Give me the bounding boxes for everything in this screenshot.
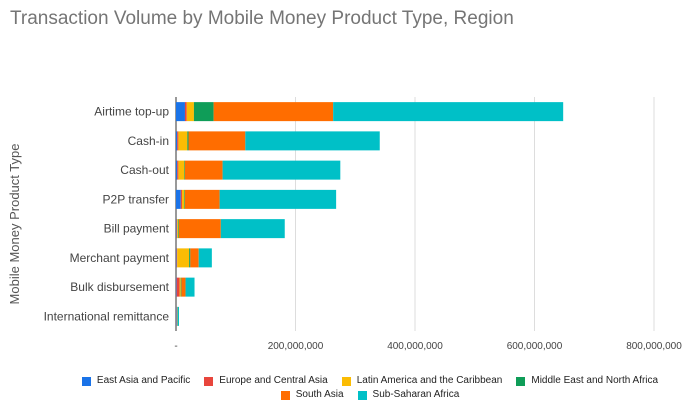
bar-segment (222, 160, 341, 180)
bar-segment (184, 102, 187, 122)
bar-segment (190, 248, 199, 268)
bar-segment (180, 277, 182, 297)
legend-item: Middle East and North Africa (516, 374, 658, 388)
bar-segment (176, 248, 177, 268)
legend-item: Sub-Saharan Africa (357, 388, 460, 402)
bar-segment (219, 189, 337, 209)
legend-swatch (516, 376, 526, 386)
bar-segment (176, 306, 177, 326)
bar-segment (178, 160, 185, 180)
bar-segment (178, 131, 188, 151)
bar-segment (178, 219, 221, 239)
legend-swatch (357, 390, 367, 400)
bar-segment (213, 102, 334, 122)
bar-segment (220, 219, 285, 239)
y-axis-label: Mobile Money Product Type (7, 144, 22, 305)
bar-segment (176, 102, 185, 122)
x-tick-label: 600,000,000 (507, 341, 563, 352)
category-labels: Airtime top-up Cash-in Cash-out P2P transfe… (44, 105, 170, 324)
legend: East Asia and Pacific Europe and Central … (80, 374, 660, 402)
bar-segment (184, 160, 223, 180)
bar-segment (177, 219, 179, 239)
x-tick-label: 200,000,000 (268, 341, 324, 352)
category-label: International remittance (44, 309, 170, 323)
legend-label: Latin America and the Caribbean (356, 375, 503, 386)
bar-segment (176, 219, 178, 239)
bar-segment (177, 248, 190, 268)
bar-segment (187, 131, 189, 151)
bar-segment (198, 248, 212, 268)
category-label: Bill payment (104, 222, 170, 236)
bar-segment (180, 189, 182, 209)
bar-segment (176, 131, 178, 151)
legend-item: Latin America and the Caribbean (341, 374, 503, 388)
chart-title: Transaction Volume by Mobile Money Produ… (10, 8, 514, 29)
bar-segment (176, 219, 177, 239)
category-label: P2P transfer (103, 192, 169, 206)
category-label: Cash-in (128, 134, 169, 148)
bars (176, 102, 564, 326)
legend-label: South Asia (295, 389, 344, 400)
legend-swatch (280, 390, 290, 400)
category-label: Merchant payment (70, 251, 170, 265)
bar-segment (193, 102, 214, 122)
legend-label: Sub-Saharan Africa (372, 389, 460, 400)
x-tick-labels: - 200,000,000 400,000,000 600,000,000 800,00… (174, 341, 682, 352)
legend-item: South Asia (280, 388, 344, 402)
legend-label: Middle East and North Africa (531, 375, 659, 386)
bar-segment (176, 277, 180, 297)
bar-segment (333, 102, 564, 122)
x-tick-label: 400,000,000 (387, 341, 443, 352)
bar-segment (178, 219, 179, 239)
bar-segment (184, 189, 185, 209)
bar-segment (184, 189, 220, 209)
legend-swatch (81, 376, 91, 386)
bar-segment (179, 277, 181, 297)
category-label: Bulk disbursement (70, 280, 169, 294)
category-label: Cash-out (120, 163, 169, 177)
bar-segment (177, 160, 179, 180)
legend-row: South Asia Sub-Saharan Africa (80, 388, 660, 402)
bar-segment (181, 277, 186, 297)
bar-segment (177, 306, 179, 326)
bar-segment (176, 160, 178, 180)
bar-segment (184, 160, 185, 180)
legend-label: Europe and Central Asia (219, 375, 328, 386)
bar-segment (176, 248, 178, 268)
x-tick-label: - (174, 341, 177, 352)
bar-segment (188, 131, 246, 151)
bar-segment (176, 189, 181, 209)
legend-swatch (204, 376, 214, 386)
category-label: Airtime top-up (94, 105, 169, 119)
legend-item: East Asia and Pacific (81, 374, 191, 388)
bar-segment (189, 248, 191, 268)
bar-segment (181, 189, 185, 209)
bar-segment (176, 277, 177, 297)
x-tick-label: 800,000,000 (626, 341, 682, 352)
bar-segment (185, 277, 195, 297)
legend-swatch (341, 376, 351, 386)
legend-label: East Asia and Pacific (96, 375, 191, 386)
bar-segment (186, 102, 194, 122)
legend-item: Europe and Central Asia (204, 374, 328, 388)
bar-segment (245, 131, 380, 151)
legend-row: East Asia and Pacific Europe and Central … (80, 374, 660, 388)
bar-segment (177, 131, 179, 151)
